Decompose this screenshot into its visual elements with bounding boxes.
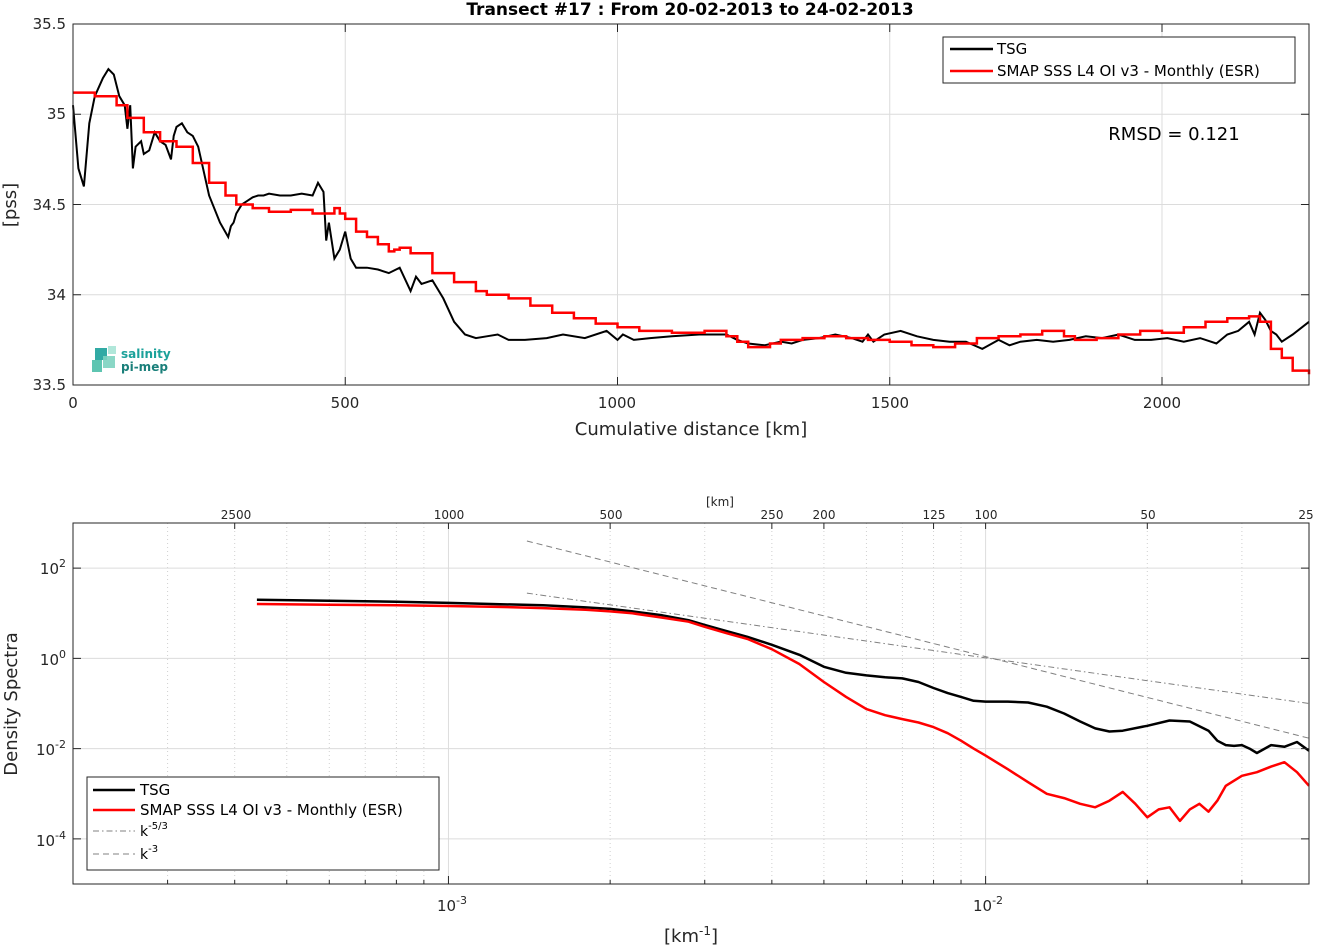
smap-spectrum-line	[256, 602, 1310, 823]
bottom-panel: [km] 2500 1000 500 250 200 125 100 50 25…	[1, 495, 1314, 947]
bottom-legend-k3-label: k-3	[140, 844, 158, 863]
top-y-tick-34.5: 34.5	[33, 196, 66, 214]
top-y-tick-33.5: 33.5	[33, 376, 66, 394]
top-wavelength-tick-250: 250	[761, 508, 784, 522]
top-wavelength-tick-125: 125	[923, 508, 946, 522]
top-series	[72, 67, 1311, 375]
bottom-x-tick-labels: 10-3 10-2	[437, 894, 1003, 915]
bottom-top-axis-label: [km]	[706, 495, 734, 509]
salinity-pi-mep-logo-icon	[92, 346, 116, 372]
bottom-y-tick-labels: 102 100 10-2 10-4	[36, 557, 66, 850]
chart-title: Transect #17 : From 20-02-2013 to 24-02-…	[466, 0, 913, 20]
bottom-legend-tsg-label: TSG	[139, 781, 170, 799]
bottom-x-axis-label: [km-1]	[664, 924, 718, 947]
bottom-series	[256, 540, 1310, 823]
top-ticks	[72, 23, 1309, 386]
top-x-tick-1500: 1500	[871, 394, 909, 412]
smap-step-line	[73, 91, 1311, 375]
bottom-legend-smap-label: SMAP SSS L4 OI v3 - Monthly (ESR)	[140, 801, 403, 819]
top-y-tick-labels: 33.5 34 34.5 35 35.5	[33, 15, 66, 394]
bottom-y-axis-label: Density Spectra	[1, 632, 22, 775]
top-legend: TSG SMAP SSS L4 OI v3 - Monthly (ESR)	[942, 36, 1296, 84]
bottom-legend-box	[86, 776, 440, 871]
bottom-top-tick-labels: 2500 1000 500 250 200 125 100 50 25	[221, 508, 1314, 522]
top-x-tick-2000: 2000	[1143, 394, 1181, 412]
top-y-axis-label: [pss]	[0, 183, 21, 227]
bottom-y-tick-1e-4: 10-4	[36, 829, 66, 850]
top-x-tick-labels: 0 500 1000 1500 2000	[68, 394, 1181, 412]
top-y-tick-35.5: 35.5	[33, 15, 66, 33]
top-legend-tsg-label: TSG	[996, 40, 1027, 58]
top-x-tick-1000: 1000	[598, 394, 636, 412]
bottom-legend-k53-label: k-5/3	[140, 821, 168, 840]
bottom-axes-frame	[72, 522, 1310, 885]
top-wavelength-tick-100: 100	[975, 508, 998, 522]
top-grid	[73, 24, 1309, 385]
top-wavelength-tick-2500: 2500	[221, 508, 252, 522]
top-y-tick-35: 35	[47, 105, 66, 123]
k53-reference-line	[526, 592, 1310, 704]
salinity-pi-mep-logo: salinity pi-mep	[92, 346, 171, 374]
top-x-axis-label: Cumulative distance [km]	[575, 419, 807, 440]
top-x-tick-0: 0	[68, 394, 78, 412]
top-legend-smap-label: SMAP SSS L4 OI v3 - Monthly (ESR)	[997, 62, 1260, 80]
bottom-y-tick-1e0: 100	[40, 648, 66, 669]
bottom-y-tick-1e2: 102	[40, 557, 66, 578]
bottom-x-tick-1e-2: 10-2	[973, 894, 1003, 915]
bottom-ticks	[73, 523, 1310, 884]
top-wavelength-tick-500: 500	[600, 508, 623, 522]
tsg-spectrum-line	[256, 598, 1310, 755]
k3-reference-line	[526, 540, 1310, 739]
bottom-y-tick-1e-2: 10-2	[36, 738, 66, 759]
bottom-x-tick-1e-3: 10-3	[437, 894, 467, 915]
rmsd-annotation: RMSD = 0.121	[1108, 124, 1239, 145]
bottom-legend: TSG SMAP SSS L4 OI v3 - Monthly (ESR) k-…	[86, 776, 440, 871]
top-wavelength-tick-1000: 1000	[434, 508, 465, 522]
logo-line2: pi-mep	[121, 360, 168, 374]
top-wavelength-tick-50: 50	[1140, 508, 1155, 522]
top-wavelength-tick-200: 200	[813, 508, 836, 522]
top-wavelength-tick-25: 25	[1298, 508, 1313, 522]
tsg-line	[72, 67, 1310, 351]
top-y-tick-34: 34	[47, 286, 66, 304]
top-x-tick-500: 500	[331, 394, 360, 412]
top-panel: 0 500 1000 1500 2000 33.5 34 34.5 35 35.…	[0, 15, 1311, 440]
logo-line1: salinity	[121, 347, 171, 361]
top-legend-box	[942, 36, 1296, 84]
